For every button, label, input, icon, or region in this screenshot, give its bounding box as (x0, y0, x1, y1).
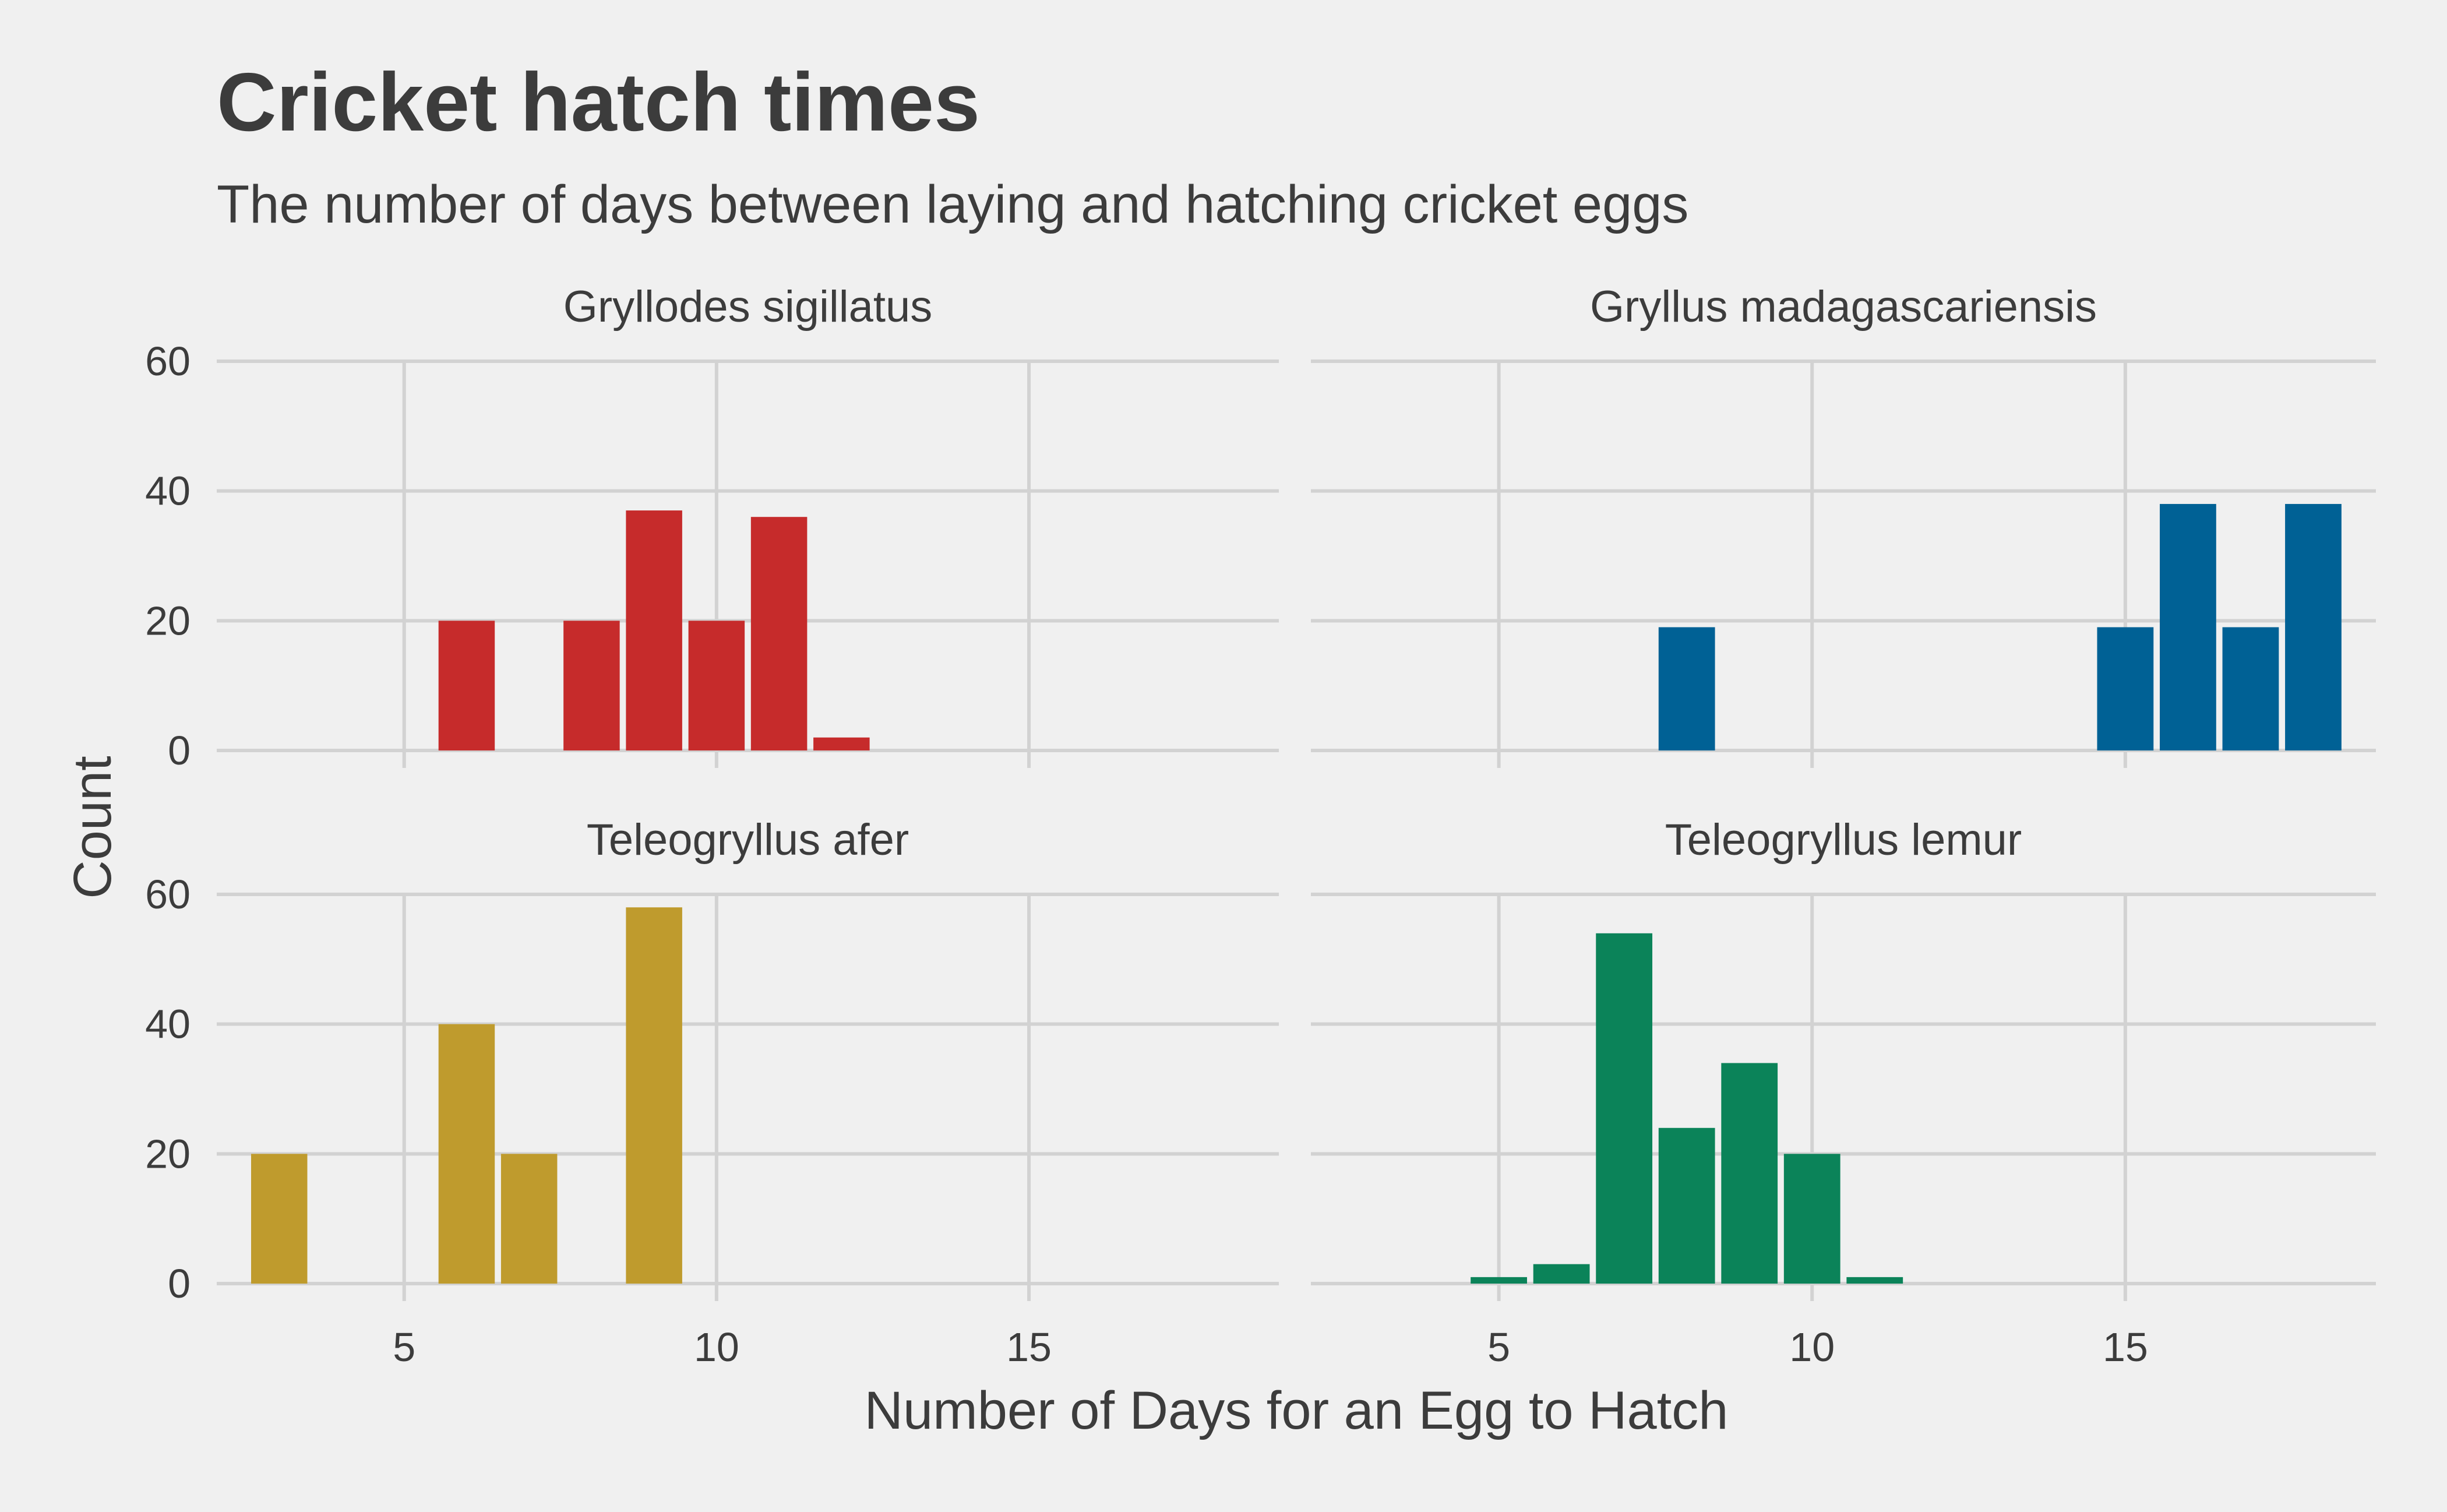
histogram-bar (813, 737, 870, 750)
histogram-bar (1721, 1063, 1778, 1284)
histogram-bar (1846, 1277, 1903, 1284)
histogram-bar (1658, 627, 1715, 750)
y-axis-title: Count (63, 756, 122, 899)
histogram-bar (2285, 503, 2342, 750)
facet-panel: Teleogryllus afer 0 20 40 60 (145, 815, 1279, 1306)
facet-label: Teleogryllus lemur (1665, 815, 2022, 865)
histogram-bar (1533, 1264, 1590, 1284)
facet-panel: Teleogryllus lemur (1311, 815, 2376, 1301)
y-tick-label: 0 (168, 1261, 191, 1306)
y-tick-label: 20 (145, 1131, 191, 1176)
histogram-bar (688, 621, 745, 750)
facet-label: Teleogryllus afer (587, 815, 909, 865)
y-tick-label: 60 (145, 872, 191, 917)
histogram-bar (626, 510, 682, 750)
x-tick-label: 5 (393, 1324, 415, 1370)
histogram-bar (563, 621, 620, 750)
histogram-bar (251, 1154, 308, 1284)
histogram-bar (2097, 627, 2154, 750)
x-axis-title: Number of Days for an Egg to Hatch (865, 1381, 1729, 1440)
chart-subtitle: The number of days between laying and ha… (217, 175, 1688, 234)
histogram-bar (1471, 1277, 1527, 1284)
y-tick-label: 0 (168, 728, 191, 773)
x-tick-label: 10 (1789, 1324, 1835, 1370)
histogram-bar (626, 907, 682, 1284)
y-tick-label: 40 (145, 1002, 191, 1047)
facet-panels: Gryllodes sigillatus 0 20 40 60 Gryllus madag… (145, 282, 2376, 1306)
histogram-bar (1783, 1154, 1840, 1284)
facet-panel: Gryllus madagascariensis (1311, 282, 2376, 768)
x-tick-label: 5 (1487, 1324, 1510, 1370)
histogram-bar (750, 517, 808, 750)
facet-label: Gryllus madagascariensis (1590, 282, 2097, 332)
x-tick-label: 15 (1006, 1324, 1052, 1370)
facet-panel: Gryllodes sigillatus 0 20 40 60 (145, 282, 1279, 773)
histogram-bar (500, 1154, 558, 1284)
x-tick-label: 15 (2103, 1324, 2148, 1370)
histogram-bar (1596, 933, 1653, 1284)
y-tick-label: 60 (145, 339, 191, 384)
histogram-bar (438, 1024, 495, 1284)
histogram-bar (2160, 503, 2216, 750)
histogram-bar (438, 621, 495, 750)
x-tick-label: 10 (694, 1324, 739, 1370)
histogram-bar (2222, 627, 2279, 750)
chart-title: Cricket hatch times (217, 56, 980, 149)
y-tick-label: 40 (145, 468, 191, 514)
y-tick-label: 20 (145, 598, 191, 643)
facet-label: Gryllodes sigillatus (563, 282, 933, 332)
x-axis-tick-labels: 5 10 15 5 10 15 (393, 1324, 2148, 1370)
histogram-bar (1658, 1127, 1715, 1284)
